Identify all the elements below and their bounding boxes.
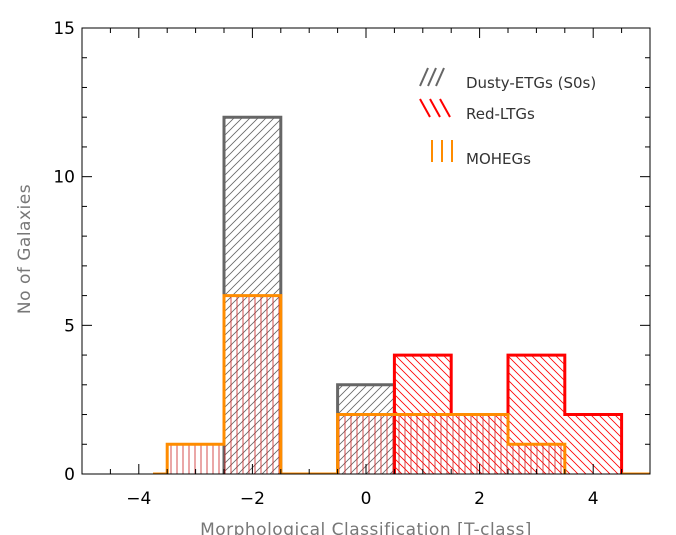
axes-layer: −4 −2 0 2 4 0 5 10 15	[53, 19, 651, 509]
x-axis-label: Morphological Classification [T-class]	[200, 520, 532, 535]
y-tick-label: 15	[53, 19, 75, 39]
bar-mohegs	[224, 295, 281, 474]
legend-item-red-ltgs: Red-LTGs	[419, 98, 535, 123]
y-tick-label: 0	[64, 465, 75, 485]
y-tick-label: 5	[64, 316, 75, 336]
legend-label-mohegs: MOHEGs	[466, 150, 531, 168]
legend-swatch-mohegs	[431, 140, 453, 162]
legend-swatch-dusty-etgs-s0s	[419, 67, 445, 87]
legend-item-mohegs: MOHEGs	[431, 140, 531, 168]
legend-label-red-ltgs: Red-LTGs	[466, 105, 535, 123]
x-tick-label: −2	[240, 489, 265, 509]
x-tick-label: 2	[474, 489, 485, 509]
legend-swatch-red-ltgs	[419, 98, 451, 118]
outline-mohegs	[165, 294, 567, 474]
y-axis-label: No of Galaxies	[15, 184, 35, 314]
legend-label-dusty-etgs-s0s: Dusty-ETGs (S0s)	[466, 74, 596, 92]
x-tick-label: 4	[588, 489, 599, 509]
legend-item-dusty-etgs-s0s: Dusty-ETGs (S0s)	[419, 67, 596, 92]
x-tick-label: 0	[361, 489, 372, 509]
y-tick-label: 10	[53, 168, 75, 188]
outline-red-ltgs	[392, 353, 624, 474]
bar-mohegs	[394, 414, 452, 474]
legend: Dusty-ETGs (S0s) Red-LTGs MOHEGs	[419, 67, 596, 168]
x-tick-label: −4	[126, 489, 151, 509]
series-layer	[153, 115, 650, 474]
